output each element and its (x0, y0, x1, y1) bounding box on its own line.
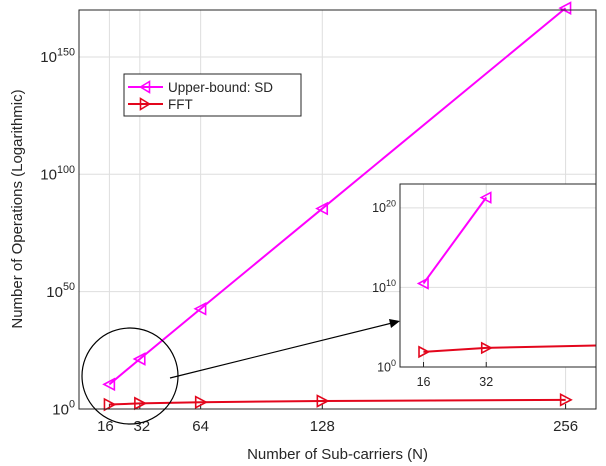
legend-entry-fft: FFT (128, 97, 193, 112)
y-tick-label: 10100 (40, 164, 75, 184)
legend-label-sd: Upper-bound: SD (168, 80, 273, 95)
x-tick-label: 16 (417, 375, 431, 389)
x-tick-label: 32 (133, 418, 150, 435)
series-marker-0 (479, 191, 492, 204)
zoom-arrow (169, 319, 400, 379)
series-marker-0 (132, 352, 146, 366)
y-tick-label: 100 (377, 358, 396, 375)
y-tick-label: 1010 (372, 278, 396, 295)
inset-plot-area (400, 184, 596, 367)
x-tick-label: 128 (310, 418, 335, 435)
series-line-0 (108, 7, 567, 386)
series-line-1 (109, 398, 566, 406)
series-marker-0 (416, 277, 429, 290)
series-marker-1 (194, 395, 208, 410)
y-axis-label: Number of Operations (Logarithmic) (9, 89, 26, 328)
legend-box (123, 73, 302, 117)
legend: Upper-bound: SD FFT (123, 73, 302, 117)
zoom-arrow-shaft (169, 321, 397, 379)
series-marker-1 (134, 396, 148, 411)
inset-axes-box (399, 183, 597, 368)
series-marker-0 (558, 1, 572, 15)
series-line-1 (423, 344, 597, 353)
x-tick-label: 256 (553, 418, 578, 435)
inset-x-tick-labels: 16 32 (417, 375, 494, 389)
main-y-tick-labels: 100 1050 10100 10150 (40, 46, 75, 418)
zoom-arrow-head (389, 319, 400, 328)
inset-y-tick-labels: 100 1010 1020 (372, 199, 396, 375)
legend-marker-fft (139, 97, 152, 111)
legend-label-fft: FFT (168, 97, 193, 112)
y-tick-label: 1020 (372, 199, 396, 216)
x-axis-label: Number of Sub-carriers (N) (247, 446, 428, 463)
series-marker-1 (480, 341, 493, 355)
series-marker-0 (102, 377, 116, 392)
inset-series (416, 191, 597, 359)
main-x-tick-labels: 16 32 64 128 256 (97, 418, 578, 435)
series-marker-1 (316, 394, 330, 408)
y-tick-label: 100 (52, 399, 75, 419)
legend-marker-sd (138, 80, 151, 94)
legend-entry-sd: Upper-bound: SD (128, 80, 273, 95)
series-line-0 (422, 196, 488, 285)
y-tick-label: 10150 (40, 46, 75, 66)
main-series (102, 1, 573, 412)
series-marker-1 (103, 397, 117, 412)
series-marker-1 (559, 393, 573, 407)
x-tick-label: 16 (97, 418, 114, 435)
series-marker-0 (315, 201, 329, 216)
series-marker-1 (418, 345, 431, 359)
y-tick-label: 1050 (46, 281, 75, 301)
x-tick-label: 64 (192, 418, 209, 435)
series-marker-0 (193, 301, 207, 316)
x-tick-label: 32 (479, 375, 493, 389)
